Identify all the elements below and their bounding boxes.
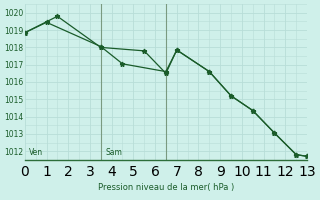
Text: Ven: Ven bbox=[29, 148, 43, 157]
Text: Sam: Sam bbox=[105, 148, 122, 157]
X-axis label: Pression niveau de la mer( hPa ): Pression niveau de la mer( hPa ) bbox=[98, 183, 234, 192]
